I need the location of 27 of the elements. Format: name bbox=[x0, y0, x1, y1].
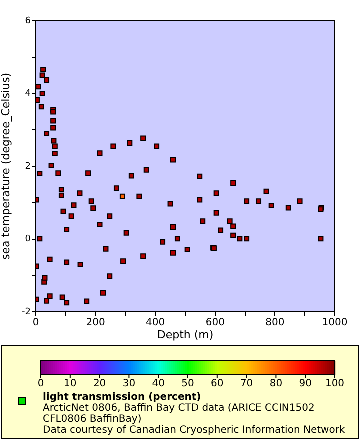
y-tick-label: 4 bbox=[25, 89, 32, 100]
y-tick-label: -2 bbox=[22, 307, 31, 318]
color-bar-label: 60 bbox=[211, 378, 224, 390]
x-tick-label: 0 bbox=[32, 318, 40, 329]
color-bar-label: 30 bbox=[122, 378, 136, 390]
color-bar-label: 90 bbox=[299, 378, 312, 390]
text: ArcticNet 0806, Baffin Bay CTD data (ARICE CCIN1502 CFL0806 BaffinBay) bbox=[43, 403, 316, 425]
y-tick-label: 2 bbox=[25, 162, 31, 172]
x-tick-label: 600 bbox=[206, 318, 225, 329]
x-tick-label: 1000 bbox=[322, 318, 348, 329]
color-bar-label: 100 bbox=[325, 378, 345, 390]
color-bar-label: 10 bbox=[64, 378, 77, 390]
x-axis-title: Depth (m) bbox=[157, 328, 214, 342]
x-tick-label: 400 bbox=[146, 318, 166, 329]
color-bar-label: 40 bbox=[152, 378, 165, 390]
color-bar-label: 0 bbox=[38, 378, 44, 390]
y-tick-label: 6 bbox=[25, 16, 32, 26]
color-bar-title: light transmission (percent) bbox=[43, 392, 202, 403]
text: Data courtesy of Canadian Cryospheric Information Network bbox=[43, 425, 346, 436]
color-bar-label: 70 bbox=[240, 378, 254, 390]
color-bar-label: 80 bbox=[270, 378, 283, 390]
color-bar-label: 50 bbox=[182, 378, 194, 390]
color-bar-label: 20 bbox=[93, 378, 106, 390]
y-axis-title: sea temperature (degree_Celsius) bbox=[0, 73, 12, 260]
x-tick-label: 800 bbox=[266, 318, 285, 329]
y-tick-label: 0 bbox=[25, 234, 32, 245]
x-tick-label: 200 bbox=[86, 318, 106, 329]
